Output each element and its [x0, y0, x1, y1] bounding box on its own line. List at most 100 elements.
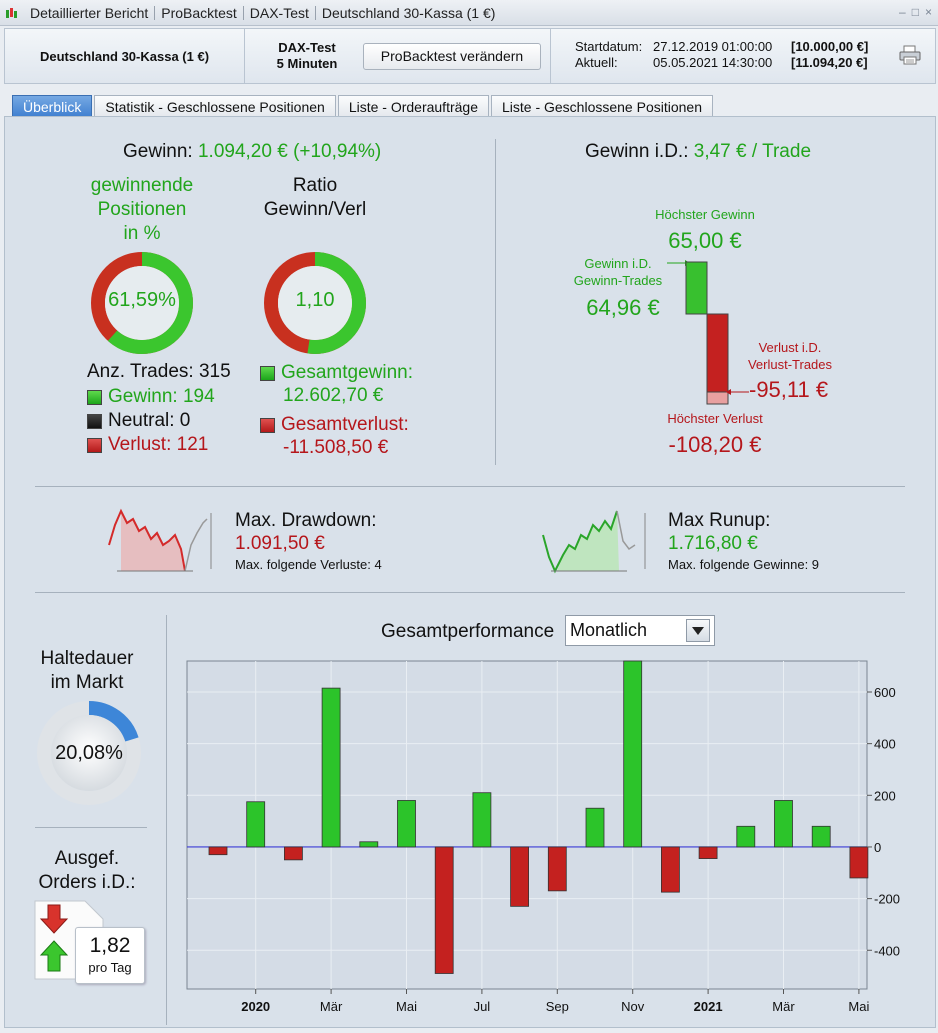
chevron-down-icon[interactable] [686, 619, 710, 642]
chart-bar-positive [811, 825, 831, 848]
chart-bar-negative [510, 846, 530, 907]
chart-xtick-label: Sep [546, 999, 569, 1014]
drawdown-line [108, 508, 186, 572]
overview-panel: Gewinn: 1.094,20 € (+10,94%) gewinnende … [4, 116, 936, 1028]
chart-ytick-label: -400 [874, 943, 900, 958]
drawdown-tail [184, 518, 208, 572]
total-gain-icon [260, 365, 275, 381]
max-runup-label: Max Runup: [668, 510, 771, 531]
orders-per-day-value: 1,82 [89, 934, 131, 957]
chart-bar-positive [472, 792, 492, 848]
avg-loss-arrow-head [726, 389, 731, 395]
runup-sparkline [542, 510, 646, 574]
chart-bar-positive [623, 660, 643, 848]
separator-3 [35, 827, 147, 828]
runup-tail [616, 510, 636, 551]
separator-2 [35, 592, 905, 593]
chart-xtick-label: 2020 [241, 999, 270, 1014]
chart-xtick-label: Mai [396, 999, 417, 1014]
max-gain-value: 65,00 € [668, 228, 742, 253]
loss-count: Verlust: 121 [108, 434, 209, 455]
orders-per-day-unit: pro Tag [88, 960, 132, 975]
chart-bar-positive [321, 687, 341, 848]
chart-bar-positive [736, 825, 756, 848]
avg-loss-value: -95,11 € [749, 377, 829, 402]
time-in-market-value: 20,08% [55, 742, 123, 764]
total-gain-label: Gesamtgewinn: [281, 362, 414, 383]
instrument-name: Deutschland 30-Kassa (1 €) [5, 29, 245, 83]
neutral-count: Neutral: 0 [108, 410, 191, 431]
period-select[interactable]: Monatlich [565, 615, 715, 646]
ratio-donut [264, 252, 366, 354]
performance-title: Gesamtperformance [381, 621, 555, 642]
profit-summary: Gewinn: 1.094,20 € (+10,94%) [123, 141, 381, 163]
win-rate-donut [91, 252, 193, 354]
total-gain-value: 12.602,70 € [283, 385, 384, 406]
period-select-value: Monatlich [570, 620, 648, 640]
ratio-gain-arc [264, 252, 366, 354]
printer-icon[interactable] [899, 45, 921, 65]
title-probacktest: ProBacktest [155, 5, 244, 20]
ratio-center [278, 266, 352, 340]
report-header: Deutschland 30-Kassa (1 €) DAX-Test 5 Mi… [4, 28, 936, 84]
chart-bar-positive [359, 841, 379, 848]
avg-per-trade-label: Gewinn i.D.: [585, 141, 689, 162]
runup-area [557, 511, 619, 571]
current-capital: [11.094,20 €] [791, 55, 868, 70]
tab-closed-positions[interactable]: Liste - Geschlossene Positionen [490, 95, 713, 117]
start-date: 27.12.2019 01:00:00 [653, 39, 773, 54]
chart-ytick-label: 600 [874, 685, 896, 700]
avg-loss-bar [706, 313, 729, 393]
total-loss: Gesamtverlust: -11.508,50 € [260, 413, 409, 459]
time-in-market-arc [37, 701, 141, 805]
total-loss-label: Gesamtverlust: [281, 414, 409, 435]
strategy-box: DAX-Test 5 Minuten ProBacktest verändern [245, 29, 551, 83]
section-divider [495, 139, 496, 465]
start-capital: [10.000,00 €] [791, 39, 869, 54]
start-date-label: Startdatum: [575, 39, 643, 54]
minimize-icon[interactable]: – [899, 5, 906, 19]
chart-xtick-label: Mär [772, 999, 795, 1014]
strategy-label: DAX-Test 5 Minuten [269, 40, 345, 72]
orders-per-day-card: 1,82 pro Tag [75, 927, 145, 984]
avg-per-trade: Gewinn i.D.: 3,47 € / Trade [585, 141, 811, 163]
chart-xtick-label: Mär [320, 999, 343, 1014]
chart-ytick-label: 0 [874, 840, 881, 855]
chart-bar-positive [774, 800, 793, 848]
tab-statistics[interactable]: Statistik - Geschlossene Positionen [94, 95, 336, 117]
avg-gain-label: Gewinn i.D. Gewinn-Trades [573, 256, 663, 288]
max-loss-value: -108,20 € [668, 432, 762, 457]
win-rate-gain-arc [91, 252, 193, 354]
close-icon[interactable]: × [924, 5, 932, 19]
profit-label: Gewinn: [123, 141, 193, 162]
drawdown-area [121, 511, 185, 571]
trade-breakdown: Gewinn: 194 Neutral: 0 Verlust: 121 [87, 385, 215, 457]
chart-ytick-label: 400 [874, 737, 896, 752]
chart-xtick-label: Jul [474, 999, 491, 1014]
chart-xtick-label: 2021 [694, 999, 723, 1014]
maximize-icon[interactable]: □ [911, 5, 919, 19]
avg-loss-label: Verlust i.D. Verlust-Trades [747, 340, 833, 372]
chart-plot-area [186, 660, 868, 990]
avg-per-trade-value: 3,47 € / Trade [693, 141, 812, 162]
chart-xtick-label: Mai [848, 999, 869, 1014]
separator-1 [35, 486, 905, 487]
change-backtest-button[interactable]: ProBacktest verändern [363, 42, 541, 70]
ratio-value: 1,10 [295, 289, 335, 311]
tab-order-list[interactable]: Liste - Orderaufträge [337, 95, 489, 117]
gain-square-icon [87, 389, 102, 405]
max-loss-label: Höchster Verlust [667, 411, 763, 426]
loss-square-icon [87, 437, 102, 453]
per-trade-bars [667, 260, 749, 405]
chart-bar-negative [547, 846, 567, 892]
tab-overview[interactable]: Überblick [12, 95, 93, 117]
chart-bar-negative [698, 846, 718, 859]
chart-bar-negative [660, 846, 680, 893]
tab-bar: Überblick Statistik - Geschlossene Posit… [12, 95, 713, 117]
title-bar: Detaillierter Bericht ProBacktest DAX-Te… [0, 0, 938, 26]
time-in-market-donut [37, 701, 141, 805]
gain-count: Gewinn: 194 [108, 386, 215, 407]
total-loss-icon [260, 417, 275, 433]
win-rate-value: 61,59% [108, 289, 176, 311]
max-consecutive-losses: Max. folgende Verluste: 4 [235, 557, 382, 572]
